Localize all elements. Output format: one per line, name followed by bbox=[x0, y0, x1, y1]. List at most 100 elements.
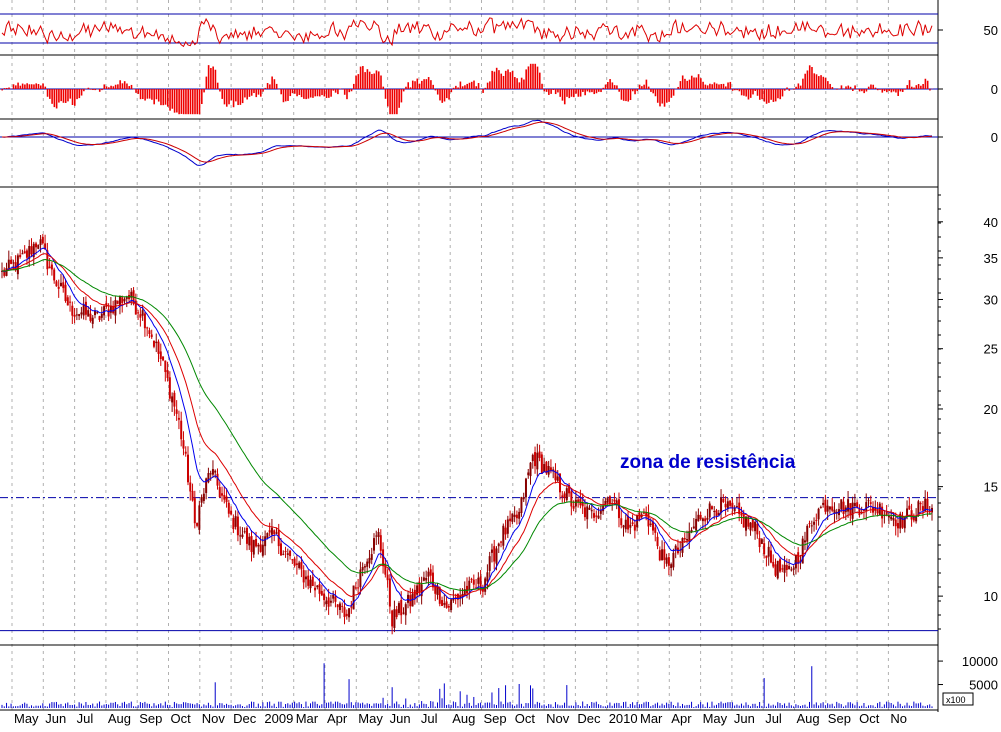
price-candle-body bbox=[495, 548, 497, 563]
histogram-bar bbox=[918, 84, 920, 89]
price-candle-body bbox=[530, 463, 532, 476]
histogram-bar bbox=[378, 71, 380, 89]
price-candle-body bbox=[393, 609, 395, 628]
x-tick-label: Jul bbox=[765, 711, 782, 726]
histogram-bar bbox=[1, 89, 3, 90]
price-candle-body bbox=[85, 302, 87, 315]
price-candle-body bbox=[216, 474, 218, 486]
histogram-bar bbox=[410, 87, 412, 89]
histogram-bar bbox=[500, 74, 502, 89]
histogram-bar bbox=[634, 89, 636, 94]
histogram-bar bbox=[711, 84, 713, 89]
histogram-bar bbox=[160, 89, 162, 105]
price-candle-body bbox=[12, 262, 14, 263]
histogram-bar bbox=[632, 89, 634, 91]
histogram-bar bbox=[387, 89, 389, 106]
histogram-bar bbox=[162, 89, 164, 105]
histogram-bar bbox=[727, 82, 729, 89]
price-candle-body bbox=[663, 549, 665, 560]
price-candle-body bbox=[518, 512, 520, 519]
histogram-bar bbox=[13, 84, 15, 89]
price-candle-body bbox=[600, 510, 602, 514]
price-candle-body bbox=[182, 440, 184, 448]
histogram-bar bbox=[271, 77, 273, 89]
histogram-bar bbox=[929, 89, 931, 91]
histogram-bar bbox=[682, 75, 684, 89]
price-candle-body bbox=[173, 393, 175, 407]
price-candle-body bbox=[416, 585, 418, 594]
histogram-bar bbox=[553, 89, 555, 90]
price-candle-body bbox=[534, 452, 536, 466]
x-tick-label: 2009 bbox=[264, 711, 293, 726]
price-candle-body bbox=[514, 515, 516, 517]
histogram-bar bbox=[691, 76, 693, 89]
histogram-bar bbox=[471, 82, 473, 89]
price-candle-body bbox=[241, 535, 243, 537]
price-candle-body bbox=[740, 514, 742, 516]
histogram-bar bbox=[811, 67, 813, 89]
histogram-bar bbox=[246, 89, 248, 99]
price-candle-body bbox=[920, 503, 922, 504]
histogram-bar bbox=[614, 85, 616, 89]
histogram-bar bbox=[187, 89, 189, 114]
price-candle-body bbox=[505, 528, 507, 535]
price-candle-body bbox=[375, 536, 377, 537]
histogram-bar bbox=[836, 89, 838, 90]
histogram-bar bbox=[308, 89, 310, 99]
price-candle-body bbox=[720, 498, 722, 513]
histogram-bar bbox=[503, 76, 505, 89]
price-candle-body bbox=[539, 452, 541, 458]
price-candle-body bbox=[566, 488, 568, 500]
histogram-bar bbox=[802, 79, 804, 89]
price-candle-body bbox=[877, 511, 879, 514]
histogram-bar bbox=[292, 89, 294, 93]
price-candle-body bbox=[400, 600, 402, 615]
histogram-bar bbox=[888, 89, 890, 91]
histogram-bar bbox=[367, 69, 369, 89]
histogram-bar bbox=[392, 89, 394, 114]
histogram-bar bbox=[289, 89, 291, 96]
x-tick-label: Jun bbox=[390, 711, 411, 726]
histogram-bar bbox=[745, 89, 747, 97]
histogram-bar bbox=[385, 89, 387, 99]
histogram-bar bbox=[285, 89, 287, 101]
price-candle-body bbox=[822, 503, 824, 505]
histogram-bar bbox=[757, 89, 759, 96]
price-candle-body bbox=[348, 608, 350, 617]
price-candle-body bbox=[593, 513, 595, 518]
histogram-bar bbox=[705, 85, 707, 89]
price-candle-body bbox=[291, 559, 293, 560]
histogram-bar bbox=[829, 84, 831, 89]
price-candle-body bbox=[19, 255, 21, 257]
histogram-bar bbox=[106, 86, 108, 89]
histogram-bar bbox=[224, 89, 226, 104]
histogram-bar bbox=[351, 89, 353, 91]
price-candle-body bbox=[303, 570, 305, 582]
histogram-bar bbox=[809, 65, 811, 89]
histogram-bar bbox=[859, 89, 861, 91]
price-candle-body bbox=[532, 455, 534, 461]
histogram-bar bbox=[294, 89, 296, 94]
price-candle-body bbox=[296, 563, 298, 565]
histogram-bar bbox=[122, 83, 124, 89]
histogram-bar bbox=[228, 89, 230, 104]
price-candle-body bbox=[330, 601, 332, 603]
histogram-bar bbox=[872, 85, 874, 89]
histogram-bar bbox=[233, 89, 235, 107]
histogram-bar bbox=[759, 89, 761, 100]
histogram-bar bbox=[466, 84, 468, 89]
histogram-bar bbox=[616, 85, 618, 89]
x-tick-label: Jun bbox=[734, 711, 755, 726]
price-candle-body bbox=[323, 594, 325, 601]
histogram-bar bbox=[854, 85, 856, 89]
price-candle-body bbox=[643, 513, 645, 514]
histogram-bar bbox=[485, 88, 487, 89]
histogram-bar bbox=[296, 89, 298, 96]
histogram-bar bbox=[813, 73, 815, 89]
price-candle-body bbox=[164, 361, 166, 372]
histogram-bar bbox=[147, 89, 149, 99]
price-candle-body bbox=[543, 464, 545, 472]
price-candle-body bbox=[595, 515, 597, 516]
histogram-bar bbox=[22, 84, 24, 89]
